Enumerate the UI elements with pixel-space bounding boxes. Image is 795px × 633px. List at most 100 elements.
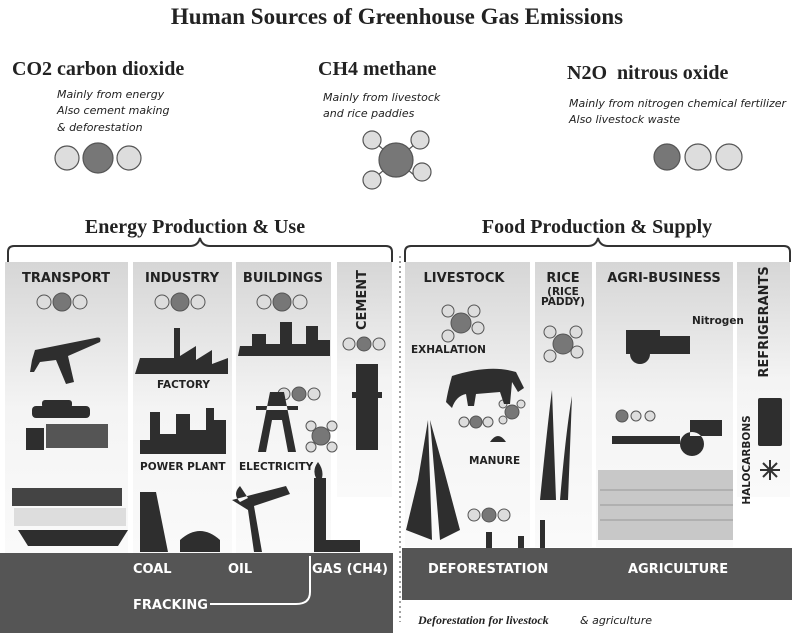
molecule-part (117, 146, 141, 170)
ground-label: AGRICULTURE (628, 562, 728, 577)
column-heading: INDUSTRY (145, 271, 220, 286)
small-molecules-part (306, 442, 316, 452)
gas-description: and rice paddies (323, 107, 415, 120)
small-molecules-part (553, 334, 573, 354)
small-molecules-part (505, 405, 519, 419)
brace (8, 238, 392, 262)
gas-heading: N2O nitrous oxide (567, 62, 728, 84)
ground-label: FRACKING (133, 598, 208, 613)
small-molecules-part (544, 350, 556, 362)
small-molecules-part (498, 509, 510, 521)
molecule-part (685, 144, 711, 170)
molecule (363, 131, 431, 189)
small-molecules-part (373, 338, 385, 350)
column-heading: TRANSPORT (22, 271, 110, 286)
molecule-part (654, 144, 680, 170)
small-molecules-part (306, 421, 316, 431)
source-label: POWER PLANT (140, 461, 226, 473)
section-title: Energy Production & Use (85, 216, 305, 238)
footer: Deforestation for livestock (417, 613, 549, 627)
source-label: Nitrogen (692, 315, 744, 327)
molecule-part (379, 143, 413, 177)
illustrations-part (140, 408, 226, 454)
gas-ch4: CH4 methane Mainly from livestock and ri… (318, 58, 441, 189)
illustrations-part (352, 364, 382, 450)
column-heading: REFRIGERANTS (757, 266, 772, 377)
small-molecules-part (442, 330, 454, 342)
small-molecules-part (451, 313, 471, 333)
gas-description: Also livestock waste (568, 113, 680, 126)
snowflake (760, 460, 780, 480)
gas-n2o: N2O nitrous oxide Mainly from nitrogen c… (567, 62, 788, 170)
ground-label: GAS (CH4) (312, 562, 388, 577)
small-molecules-part (468, 509, 480, 521)
small-molecules-part (442, 305, 454, 317)
small-molecules-part (73, 295, 87, 309)
ground-label: DEFORESTATION (428, 562, 548, 577)
ground-label: OIL (228, 562, 252, 577)
infographic: Human Sources of Greenhouse Gas Emission… (0, 0, 795, 633)
column-heading: BUILDINGS (243, 271, 323, 286)
small-molecules-part (470, 416, 482, 428)
source-label: FACTORY (157, 379, 210, 391)
small-molecules-part (483, 417, 493, 427)
small-molecules-part (645, 411, 655, 421)
molecule-part (411, 131, 429, 149)
molecule-part (363, 171, 381, 189)
source-label: HALOCARBONS (741, 415, 753, 504)
small-molecules-part (544, 326, 556, 338)
small-molecules-part (468, 305, 480, 317)
molecule-part (83, 143, 113, 173)
footer: & agriculture (580, 614, 652, 627)
small-molecules-part (327, 442, 337, 452)
small-molecules-part (472, 322, 484, 334)
small-molecules-part (292, 387, 306, 401)
illustrations-part (42, 400, 72, 408)
illustrations-part (26, 428, 44, 450)
illustrations-part (14, 508, 126, 526)
source-label: ELECTRICITY (239, 461, 314, 473)
fields (598, 470, 733, 540)
small-molecules-part (482, 508, 496, 522)
small-molecules-part (257, 295, 271, 309)
small-molecules-part (343, 338, 355, 350)
gas-description: Mainly from energy (57, 88, 165, 101)
molecule-part (363, 131, 381, 149)
small-molecules-part (293, 295, 307, 309)
small-molecules-part (191, 295, 205, 309)
title: Human Sources of Greenhouse Gas Emission… (171, 4, 623, 29)
gas-description: Mainly from nitrogen chemical fertilizer (569, 97, 788, 110)
column-heading: AGRI-BUSINESS (607, 271, 721, 286)
small-molecules-part (570, 326, 582, 338)
column-heading: RICE (546, 271, 579, 286)
illustrations-part (12, 488, 122, 506)
molecule (654, 144, 742, 170)
gas-description: Also cement making (56, 104, 169, 117)
small-molecules-part (357, 337, 371, 351)
source-label: MANURE (469, 455, 520, 467)
small-molecules-part (308, 388, 320, 400)
gas-description: Mainly from livestock (323, 91, 441, 104)
molecule-part (55, 146, 79, 170)
molecule-part (716, 144, 742, 170)
molecule-part (413, 163, 431, 181)
small-molecules-part (571, 346, 583, 358)
small-molecules-part (53, 293, 71, 311)
small-molecules-part (517, 400, 525, 408)
small-molecules-part (273, 293, 291, 311)
gas-heading: CO2 carbon dioxide (12, 58, 184, 80)
gas-heading: CH4 methane (318, 58, 436, 80)
illustrations-part (758, 398, 782, 446)
section-title: Food Production & Supply (482, 216, 712, 238)
illustrations-part (46, 424, 108, 448)
illustrations-part (18, 530, 128, 546)
column-note: PADDY) (541, 296, 585, 308)
small-molecules-part (37, 295, 51, 309)
gas-co2: CO2 carbon dioxide Mainly from energy Al… (12, 58, 184, 173)
column-heading: LIVESTOCK (424, 271, 506, 286)
small-molecules-part (171, 293, 189, 311)
ground-label: COAL (133, 562, 172, 577)
small-molecules-part (616, 410, 628, 422)
small-molecules-part (327, 421, 337, 431)
column-heading: CEMENT (355, 270, 370, 330)
